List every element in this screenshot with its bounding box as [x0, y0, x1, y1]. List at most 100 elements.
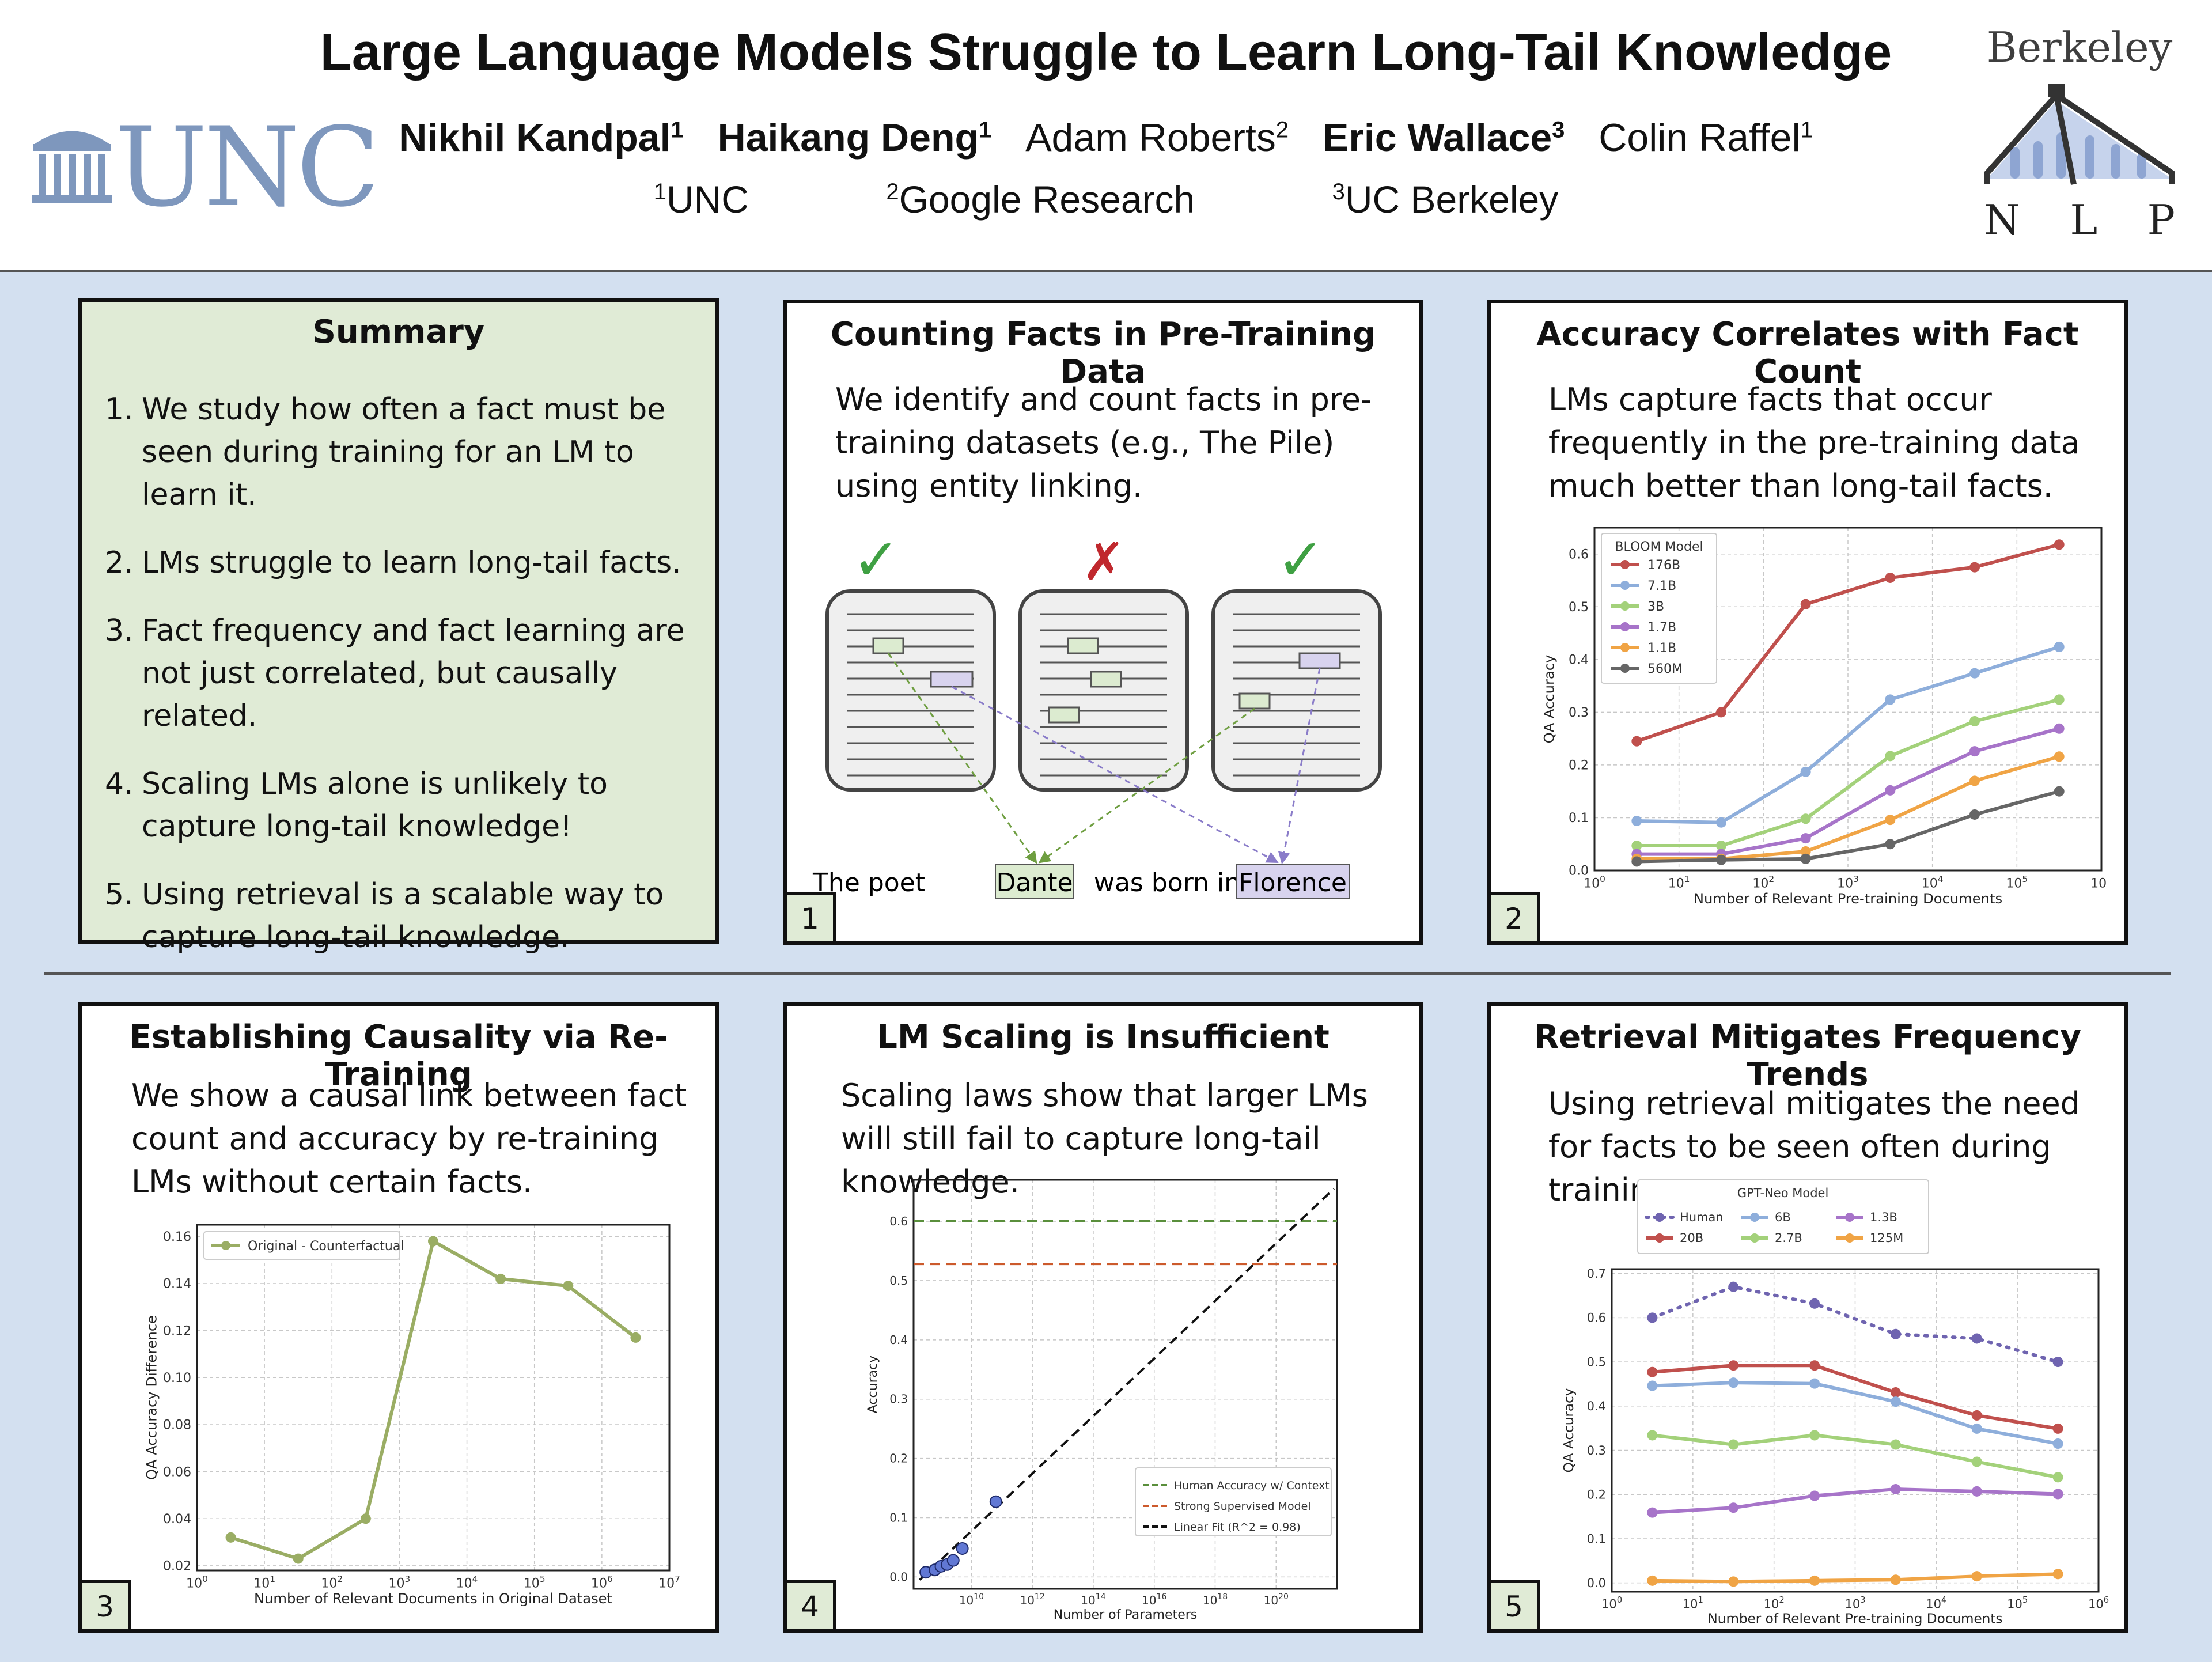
data-point	[1800, 846, 1811, 857]
x-tick-label: 1012	[1020, 1592, 1045, 1607]
data-point	[2052, 1357, 2063, 1368]
series-line-3b	[1637, 698, 2060, 847]
y-tick-label: 0.06	[163, 1465, 191, 1479]
y-tick-label: 0.3	[1569, 706, 1589, 720]
series-line-human	[1650, 1285, 2060, 1364]
data-point	[1809, 1360, 1820, 1371]
retrieval-chart: 100 101 102 103 104 105 106 0.0 0.1 0.2 0.3 0.4 0.5 0…	[1562, 1179, 2109, 1627]
x-tick-label: 1020	[1264, 1592, 1289, 1607]
x-mark-icon: ✗	[1082, 533, 1125, 592]
x-tick-label: 106	[2090, 874, 2107, 891]
data-point	[225, 1532, 236, 1543]
affiliation-1: 1UNC	[653, 178, 749, 221]
x-axis-label: Number of Parameters	[1054, 1608, 1198, 1622]
x-tick-label: 105	[2007, 1595, 2028, 1611]
scaling-chart: 1010 1012 1014 1016 1018 1020 0.0 0.1 0.2 0.3 0.4 0…	[866, 1179, 1338, 1622]
x-tick-label: 101	[1668, 874, 1690, 891]
data-point	[2052, 1489, 2063, 1500]
y-tick-label: 0.10	[163, 1371, 191, 1385]
y-tick-label: 0.02	[163, 1559, 191, 1574]
data-point	[1809, 1490, 1820, 1501]
affiliation-2: 2Google Research	[886, 178, 1195, 221]
y-tick-label: 0.6	[1587, 1311, 1606, 1325]
summary-item: 2. LMs struggle to learn long-tail facts.	[105, 546, 681, 580]
panel-4-text: Scaling laws show that larger LMs will s…	[841, 1077, 1368, 1200]
legend-box	[203, 1231, 400, 1260]
x-tick-label: 1018	[1203, 1592, 1228, 1607]
document-1	[825, 589, 996, 792]
data-point	[1631, 856, 1642, 867]
y-tick-label: 0.2	[1587, 1488, 1606, 1502]
data-point	[1969, 668, 1980, 679]
data-point	[1800, 813, 1811, 824]
campanile-icon	[1984, 84, 2175, 185]
series-line-7-1b	[1637, 645, 2060, 824]
data-point	[630, 1332, 641, 1343]
x-tick-label: 100	[1584, 874, 1605, 891]
data-point	[2052, 1569, 2063, 1580]
poster-title: Large Language Models Struggle to Learn …	[320, 24, 1892, 81]
document-3	[1211, 589, 1382, 792]
data-point	[1890, 1396, 1901, 1407]
y-tick-label: 0.2	[1569, 759, 1589, 773]
data-point	[2054, 723, 2065, 734]
data-point	[1969, 775, 1980, 786]
x-axis-label: Number of Relevant Pre-training Document…	[1708, 1612, 2003, 1627]
x-tick-label: 106	[591, 1574, 613, 1591]
data-point	[2052, 1423, 2063, 1434]
data-point	[2052, 1438, 2063, 1449]
legend-marker	[1655, 1233, 1664, 1243]
data-point	[1969, 809, 1980, 820]
data-point	[1728, 1502, 1739, 1513]
legend-label: 7.1B	[1647, 579, 1676, 593]
data-point	[1890, 1439, 1901, 1450]
data-point	[1716, 817, 1726, 828]
y-tick-label: 0.3	[1587, 1444, 1606, 1457]
series-line-2-7b	[1652, 1433, 2059, 1479]
legend-label: 1.7B	[1647, 620, 1676, 635]
author-1: Nikhil Kandpal1	[399, 116, 684, 160]
berkeley-logo-text: Berkeley	[1986, 23, 2173, 71]
y-tick-label: 0.1	[1587, 1532, 1606, 1546]
y-tick-label: 0.4	[1587, 1399, 1606, 1413]
legend-marker	[1845, 1213, 1854, 1222]
series-line-560m	[1637, 789, 2060, 864]
legend-marker	[1620, 560, 1630, 569]
data-point	[1800, 853, 1811, 864]
data-point	[1971, 1486, 1982, 1497]
legend-title: BLOOM Model	[1615, 540, 1703, 554]
data-point	[293, 1553, 304, 1564]
poster-header: Large Language Models Struggle to Learn …	[0, 0, 2212, 270]
panel-2-title: Accuracy Correlates with Fact Count	[1536, 316, 2079, 391]
y-tick-label: 0.0	[1587, 1576, 1606, 1590]
x-tick-label: 104	[1926, 1595, 1946, 1611]
panel-retrieval: Retrieval Mitigates Frequency Trends Usi…	[1487, 1002, 2128, 1633]
legend-marker	[1655, 1213, 1664, 1222]
y-tick-label: 0.3	[889, 1392, 908, 1406]
legend-label: 1.1B	[1647, 641, 1676, 656]
y-tick-label: 0.04	[163, 1512, 191, 1527]
data-point	[1800, 766, 1811, 777]
panel-lm-scaling: LM Scaling is Insufficient Scaling laws …	[783, 1002, 1423, 1633]
data-point	[1716, 707, 1726, 718]
document-2	[1018, 589, 1189, 792]
x-tick-label: 102	[1752, 874, 1774, 891]
data-point	[1885, 785, 1896, 796]
x-tick-label: 104	[456, 1574, 478, 1591]
data-point	[1969, 746, 1980, 757]
panel-1-text: We identify and count facts in pre-train…	[835, 381, 1372, 504]
legend-box	[1637, 1179, 1929, 1254]
legend-label: Original - Counterfactual	[248, 1239, 404, 1254]
data-point	[1631, 736, 1642, 747]
legend-label: Strong Supervised Model	[1174, 1500, 1311, 1513]
y-tick-label: 0.1	[1569, 811, 1589, 826]
summary-item: 3. Fact frequency and fact learning are n…	[105, 614, 685, 733]
legend-marker	[1620, 664, 1630, 673]
legend-marker	[1620, 601, 1630, 611]
y-tick-label: 0.1	[889, 1511, 908, 1525]
y-tick-label: 0.5	[1587, 1355, 1606, 1369]
panel-number: 4	[787, 1580, 836, 1629]
data-point	[1647, 1430, 1658, 1441]
data-point	[360, 1513, 371, 1524]
x-tick-label: 106	[2088, 1595, 2109, 1611]
